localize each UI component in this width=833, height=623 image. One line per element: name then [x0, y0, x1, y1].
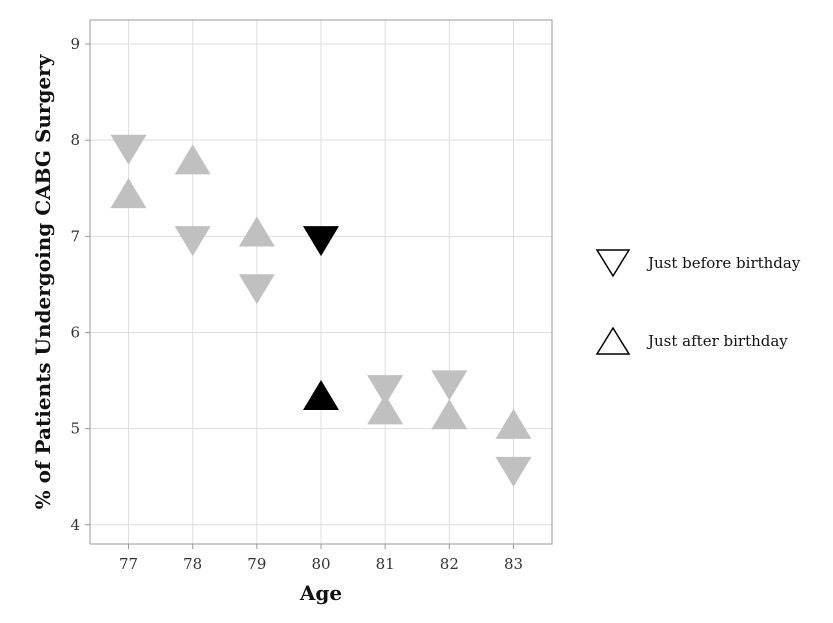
point-after-birthday: [367, 394, 404, 425]
marks-layer: [110, 134, 532, 487]
y-tick-label: 4: [70, 516, 80, 534]
x-tick-label: 80: [311, 555, 330, 573]
point-before-birthday: [110, 134, 147, 165]
point-before-birthday: [495, 456, 532, 487]
point-before-birthday: [367, 375, 404, 406]
x-tick-label: 77: [119, 555, 138, 573]
x-axis-title: Age: [299, 581, 342, 605]
point-after-birthday: [431, 399, 468, 430]
y-tick-label: 7: [70, 227, 80, 245]
y-tick-label: 5: [70, 420, 80, 438]
legend-triangle-up-icon: [595, 326, 631, 355]
x-tick-label: 78: [183, 555, 202, 573]
legend-item-before: Just before birthday: [595, 249, 801, 278]
point-after-birthday: [238, 216, 275, 247]
point-before-birthday: [431, 370, 468, 401]
point-after-birthday: [495, 408, 532, 439]
point-before-birthday: [174, 226, 211, 257]
point-after-birthday: [303, 379, 339, 410]
legend-triangle-down-icon: [595, 249, 631, 278]
y-tick-label: 6: [70, 323, 80, 341]
y-tick-label: 9: [70, 35, 80, 53]
legend-label-before: Just before birthday: [646, 254, 801, 272]
x-tick-label: 82: [440, 555, 459, 573]
legend-label-after: Just after birthday: [646, 332, 788, 350]
legend-item-after: Just after birthday: [595, 326, 788, 355]
point-before-birthday: [238, 274, 275, 305]
y-axis-title: % of Patients Undergoing CABG Surgery: [31, 53, 55, 509]
grid-layer: [90, 20, 552, 544]
point-after-birthday: [174, 144, 211, 175]
y-tick-label: 8: [70, 131, 80, 149]
x-tick-label: 81: [376, 555, 395, 573]
x-tick-label: 79: [247, 555, 266, 573]
point-after-birthday: [110, 178, 147, 209]
point-before-birthday: [303, 226, 339, 257]
legend: Just before birthday Just after birthday: [595, 249, 801, 355]
x-tick-label: 83: [504, 555, 523, 573]
